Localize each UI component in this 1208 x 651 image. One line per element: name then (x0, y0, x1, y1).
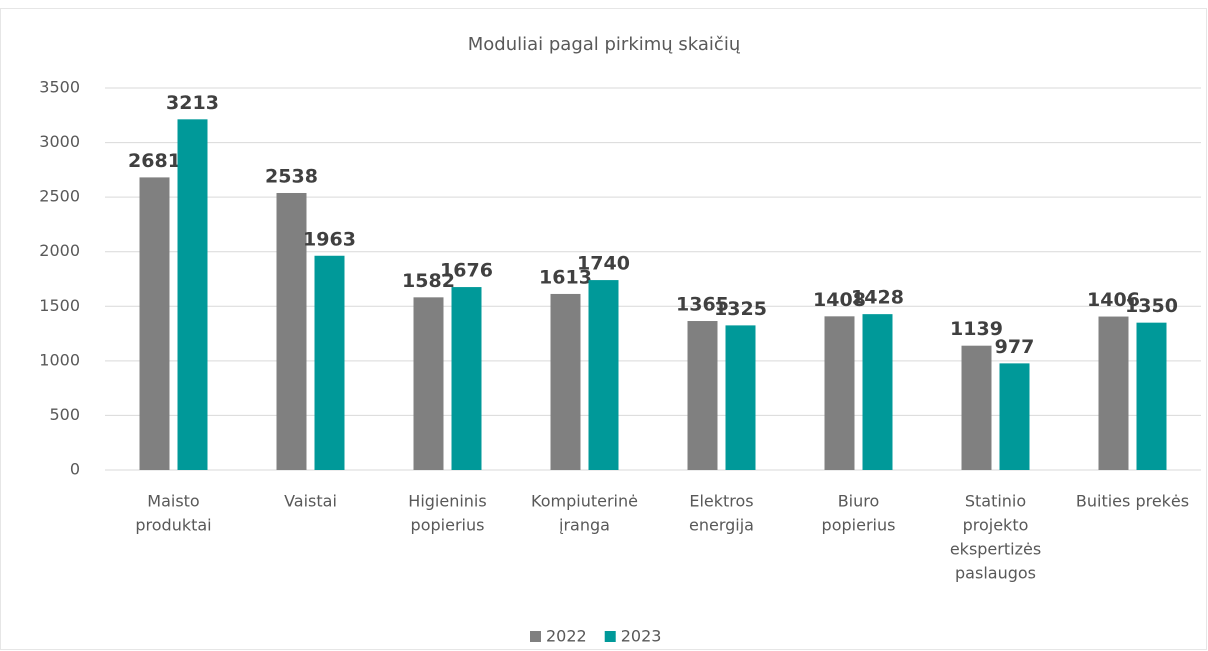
value-label: 977 (995, 336, 1035, 358)
y-tick-label: 2000 (39, 241, 80, 260)
bar (1098, 316, 1129, 470)
value-label: 1740 (577, 253, 630, 275)
legend-label: 2023 (621, 627, 662, 646)
bar (413, 297, 444, 470)
x-tick-label: Statinio (965, 492, 1026, 511)
value-label: 1325 (714, 298, 767, 320)
bar (588, 280, 619, 470)
y-tick-label: 500 (49, 405, 80, 424)
bar (550, 293, 581, 470)
chart-border (0, 8, 1207, 650)
x-tick-label: popierius (411, 516, 485, 535)
value-label: 1963 (303, 228, 356, 250)
y-tick-label: 1000 (39, 350, 80, 369)
bar (999, 363, 1030, 470)
x-tick-label: Buities prekės (1076, 492, 1189, 511)
value-label: 1139 (950, 318, 1003, 340)
value-label: 1408 (813, 289, 866, 311)
value-label: 3213 (166, 92, 219, 114)
bar (451, 287, 482, 470)
y-tick-label: 2500 (39, 187, 80, 206)
value-label: 2538 (265, 165, 318, 187)
value-label: 1428 (851, 287, 904, 309)
x-tick-label: įranga (559, 516, 610, 535)
legend-swatch (530, 631, 541, 642)
x-tick-label: projekto (963, 516, 1029, 535)
value-label: 1350 (1125, 295, 1178, 317)
x-tick-label: produktai (135, 516, 211, 535)
value-label: 1676 (440, 260, 493, 282)
x-tick-label: Higieninis (408, 492, 486, 511)
y-tick-label: 3000 (39, 132, 80, 151)
y-tick-label: 0 (70, 460, 80, 479)
legend-label: 2022 (546, 627, 587, 646)
bar (177, 119, 208, 470)
value-label: 2681 (128, 150, 181, 172)
bar (139, 177, 170, 470)
x-tick-label: ekspertizės (950, 540, 1041, 559)
x-tick-label: Elektros (689, 492, 753, 511)
bar (725, 325, 756, 470)
value-label: 1365 (676, 294, 729, 316)
x-tick-label: paslaugos (955, 564, 1036, 583)
bar (862, 314, 893, 470)
x-tick-label: Vaistai (284, 492, 337, 511)
bar (314, 255, 345, 470)
y-tick-label: 1500 (39, 296, 80, 315)
x-tick-label: Biuro (838, 492, 880, 511)
value-label: 1406 (1087, 289, 1140, 311)
x-tick-label: energija (689, 516, 754, 535)
value-label: 1613 (539, 266, 592, 288)
bar (276, 192, 307, 470)
legend-swatch (604, 631, 616, 642)
x-tick-label: Kompiuterinė (531, 492, 638, 511)
bar (687, 321, 718, 470)
y-tick-label: 3500 (39, 78, 80, 97)
bar (824, 316, 855, 470)
bar (961, 345, 992, 470)
value-label: 1582 (402, 270, 455, 292)
bar (1136, 322, 1167, 470)
x-tick-label: popierius (822, 516, 896, 535)
chart-title: Moduliai pagal pirkimų skaičių (468, 34, 741, 55)
x-tick-label: Maisto (147, 492, 199, 511)
